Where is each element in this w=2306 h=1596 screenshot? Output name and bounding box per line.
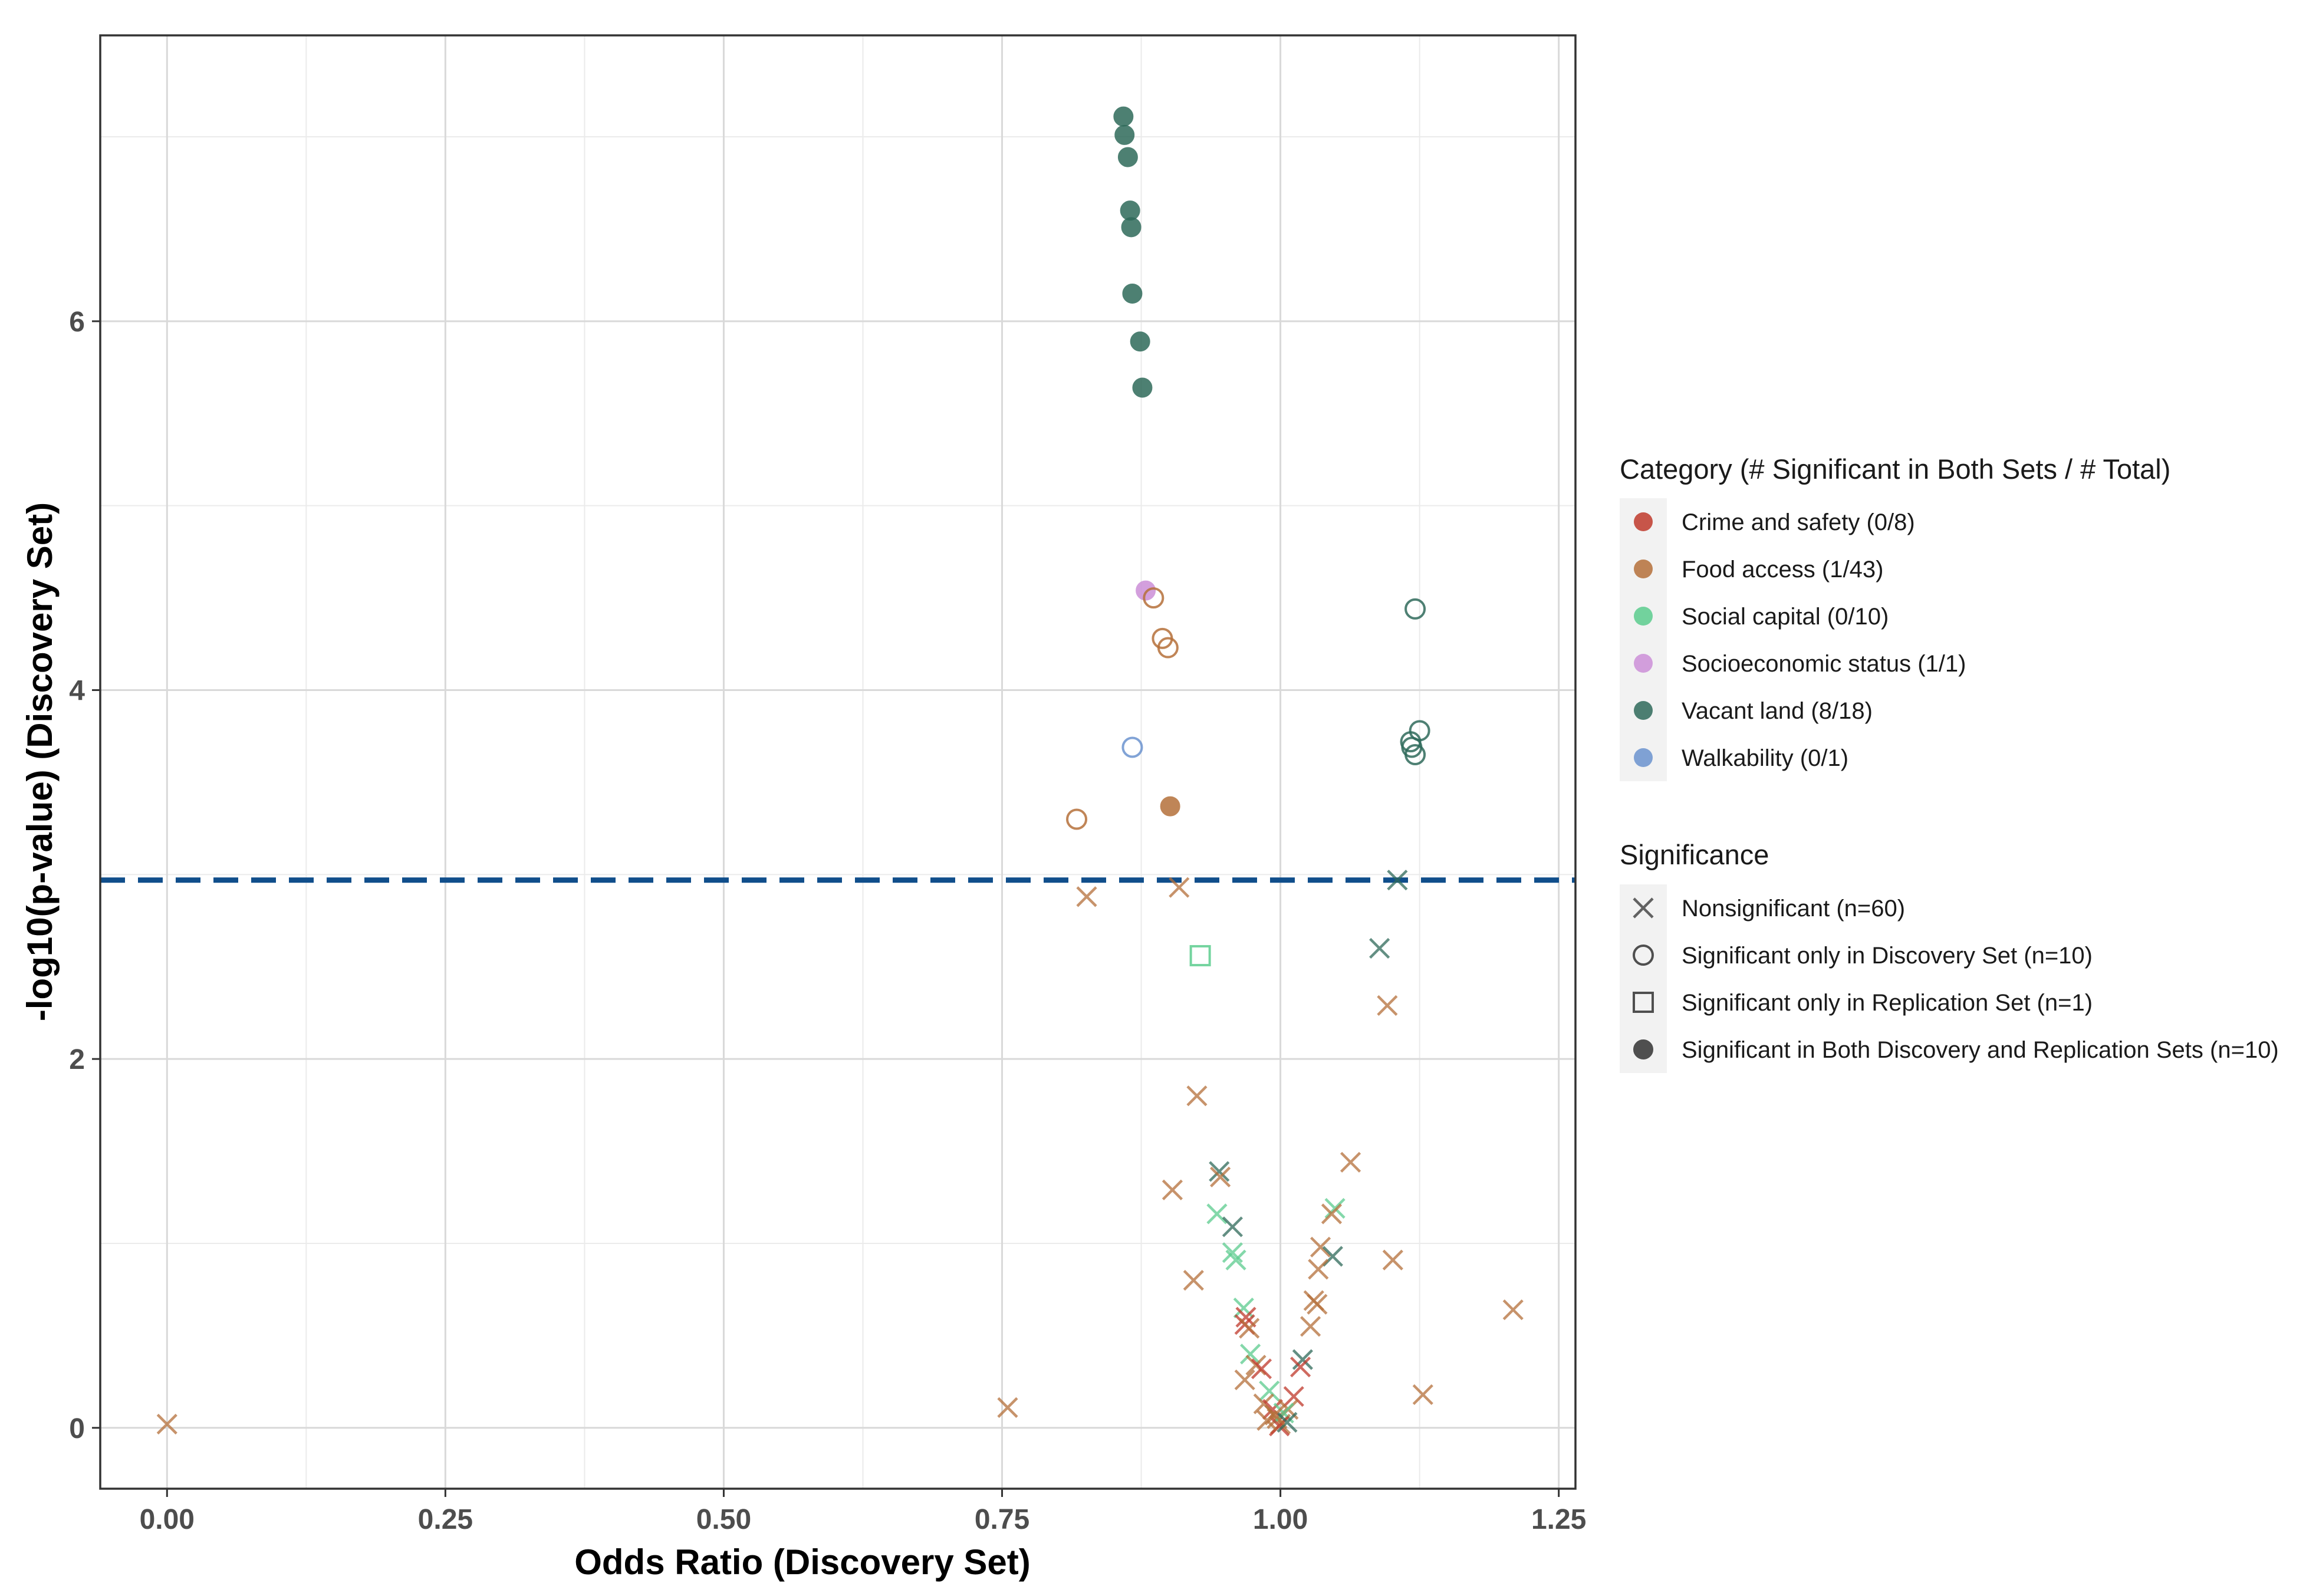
grid <box>100 35 1575 1489</box>
data-point <box>1324 1197 1346 1219</box>
x-tick-label: 1.25 <box>1531 1504 1586 1535</box>
data-point <box>1404 743 1426 765</box>
data-point <box>1209 1161 1230 1182</box>
y-tick-label: 0 <box>69 1413 85 1444</box>
legend-key-vacant <box>1634 701 1653 720</box>
data-point <box>1183 1269 1204 1291</box>
legend-label-food: Food access (1/43) <box>1682 557 1883 583</box>
data-point <box>1251 1358 1272 1380</box>
y-axis-title: -log10(p-value) (Discovery Set) <box>20 502 60 1021</box>
data-point <box>1169 877 1190 898</box>
legend: Category (# Significant in Both Sets / #… <box>1620 453 2279 1073</box>
legend-label-disc: Significant only in Discovery Set (n=10) <box>1682 943 2093 969</box>
data-point <box>1160 796 1180 817</box>
legend-key-ses <box>1634 654 1653 673</box>
data-point <box>1122 283 1143 304</box>
data-point <box>156 1413 177 1435</box>
data-point <box>1076 886 1097 907</box>
data-point <box>1289 1356 1311 1378</box>
legend-label-walk: Walkability (0/1) <box>1682 745 1848 771</box>
x-axis-title: Odds Ratio (Discovery Set) <box>574 1542 1031 1582</box>
legend-label-ses: Socioeconomic status (1/1) <box>1682 651 1966 677</box>
legend-label-rep: Significant only in Replication Set (n=1… <box>1682 990 2093 1016</box>
data-point <box>1283 1386 1304 1407</box>
data-point <box>1387 870 1408 891</box>
data-point <box>1409 720 1430 742</box>
legend-key-both <box>1633 1039 1653 1059</box>
data-point <box>1066 808 1088 830</box>
legend-key-crime <box>1634 512 1653 531</box>
data-point <box>1240 1344 1261 1365</box>
data-point <box>1239 1318 1260 1339</box>
data-point <box>1225 1249 1246 1271</box>
data-point <box>1369 937 1390 959</box>
data-point <box>1277 1411 1298 1433</box>
data-point <box>1114 124 1135 145</box>
data-point <box>1382 1249 1403 1271</box>
x-tick-label: 0.50 <box>696 1504 751 1535</box>
axes: 0.00 0.25 0.50 0.75 1.00 1.25 0 2 4 6 <box>69 307 1586 1535</box>
data-point <box>1143 587 1164 609</box>
legend-key-social <box>1634 607 1653 626</box>
data-point <box>1186 1085 1208 1107</box>
legend-category-items: Crime and safety (0/8) Food access (1/43)… <box>1634 509 1966 771</box>
x-tick-label: 1.00 <box>1253 1504 1308 1535</box>
legend-key-food <box>1634 560 1653 578</box>
data-point <box>1157 637 1179 659</box>
legend-title-significance: Significance <box>1620 839 1769 870</box>
data-point <box>1259 1380 1280 1401</box>
data-point <box>1117 147 1138 167</box>
data-point <box>1502 1299 1524 1321</box>
legend-key-walk <box>1634 748 1653 767</box>
legend-key-rep <box>1633 992 1654 1013</box>
legend-label-vacant: Vacant land (8/18) <box>1682 698 1873 724</box>
data-point <box>1412 1384 1433 1406</box>
data-point <box>1321 1203 1343 1225</box>
legend-category-keys-bg <box>1620 498 1667 781</box>
x-tick-label: 0.75 <box>975 1504 1029 1535</box>
data-point <box>1121 736 1143 758</box>
data-point <box>1120 200 1140 221</box>
x-tick-label: 0.00 <box>140 1504 195 1535</box>
data-point <box>1340 1151 1361 1173</box>
data-point <box>997 1397 1018 1418</box>
data-point <box>1162 1179 1183 1200</box>
legend-label-ns: Nonsignificant (n=60) <box>1682 896 1905 922</box>
y-tick-label: 6 <box>69 307 85 338</box>
data-point <box>1121 217 1142 238</box>
x-tick-label: 0.25 <box>418 1504 473 1535</box>
data-point <box>1256 1410 1278 1431</box>
legend-title-category: Category (# Significant in Both Sets / #… <box>1620 453 2170 485</box>
data-point <box>1136 580 1156 601</box>
legend-significance-items: Nonsignificant (n=60) Significant only in… <box>1633 896 2279 1063</box>
legend-key-ns <box>1633 897 1654 919</box>
legend-label-crime: Crime and safety (0/8) <box>1682 509 1915 535</box>
y-tick-label: 2 <box>69 1044 85 1075</box>
data-point <box>1308 1259 1329 1280</box>
data-point <box>1404 598 1426 620</box>
data-point <box>1189 945 1211 966</box>
data-point <box>1292 1349 1313 1370</box>
data-point <box>1377 995 1398 1016</box>
data-point <box>1132 377 1153 398</box>
data-point <box>1245 1354 1267 1376</box>
data-point <box>1206 1203 1228 1225</box>
data-points <box>156 106 1524 1437</box>
data-point <box>1113 106 1134 127</box>
data-point <box>1130 331 1150 352</box>
data-point <box>1222 1216 1243 1238</box>
data-point <box>1234 1369 1255 1391</box>
data-point <box>1310 1236 1331 1258</box>
data-point <box>1300 1316 1321 1337</box>
legend-label-both: Significant in Both Discovery and Replic… <box>1682 1037 2279 1063</box>
y-tick-label: 4 <box>69 676 85 707</box>
data-point <box>1210 1166 1231 1187</box>
plot-panel-border <box>99 34 1577 1490</box>
data-point <box>1307 1294 1328 1315</box>
legend-label-social: Social capital (0/10) <box>1682 604 1889 630</box>
legend-key-disc <box>1633 945 1654 966</box>
